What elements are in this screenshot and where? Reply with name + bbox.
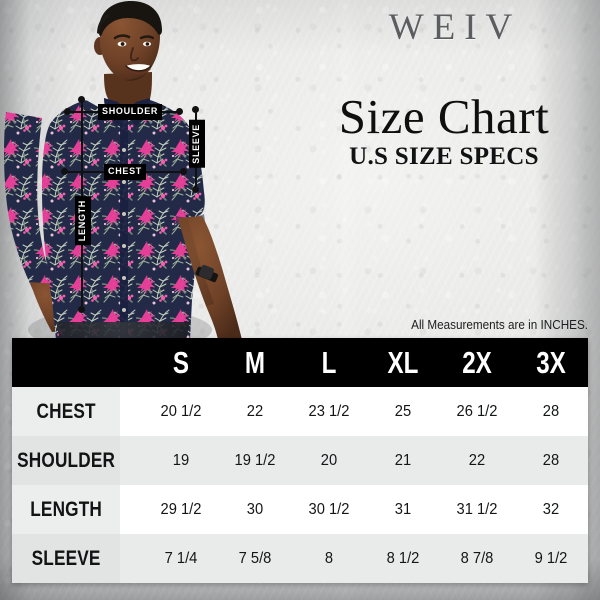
header-cell-m: M bbox=[244, 344, 266, 380]
cell-shoulder-l: 20 bbox=[320, 451, 338, 469]
sleeve-label: SLEEVE bbox=[189, 120, 205, 168]
cell-length-l: 30 1/2 bbox=[308, 500, 350, 518]
cell-sleeve-s: 7 1/4 bbox=[164, 549, 198, 567]
cell-shoulder-m: 19 1/2 bbox=[234, 451, 276, 469]
cell-sleeve-3x: 9 1/2 bbox=[534, 549, 568, 567]
row-label-chest: CHEST bbox=[12, 387, 121, 436]
page-title: Size Chart bbox=[338, 89, 550, 144]
cell-chest-xl: 25 bbox=[394, 402, 412, 420]
cell-sleeve-m: 7 5/8 bbox=[238, 549, 272, 567]
table-row: LENGTH 29 1/2 30 30 1/2 31 31 1/2 32 bbox=[12, 485, 588, 534]
cell-sleeve-xl: 8 1/2 bbox=[386, 549, 420, 567]
table-row: SLEEVE 7 1/4 7 5/8 8 8 1/2 8 7/8 9 1/2 bbox=[12, 534, 588, 583]
model-photo: SHOULDER CHEST SLEEVE LENGTH bbox=[0, 0, 245, 340]
shoulder-marker-right bbox=[176, 108, 183, 115]
table-header-row: S M L XL 2X 3X bbox=[12, 338, 588, 387]
length-label: LENGTH bbox=[75, 196, 91, 246]
chest-marker-right bbox=[180, 168, 187, 175]
table-row: SHOULDER 19 19 1/2 20 21 22 28 bbox=[12, 436, 588, 485]
cell-shoulder-2x: 22 bbox=[468, 451, 486, 469]
table-row: CHEST 20 1/2 22 23 1/2 25 26 1/2 28 bbox=[12, 387, 588, 436]
shoulder-label: SHOULDER bbox=[98, 104, 163, 120]
header-cell-2x: 2X bbox=[462, 344, 492, 380]
row-label-length: LENGTH bbox=[12, 485, 121, 534]
page-subtitle: U.S SIZE SPECS bbox=[349, 143, 539, 170]
cell-chest-l: 23 1/2 bbox=[308, 402, 350, 420]
cell-shoulder-3x: 28 bbox=[542, 451, 560, 469]
header-cell-s: S bbox=[172, 344, 190, 380]
size-chart-table: S M L XL 2X 3X CHEST 20 1/2 22 23 1/2 25… bbox=[12, 338, 588, 583]
cell-length-s: 29 1/2 bbox=[160, 500, 202, 518]
cell-chest-s: 20 1/2 bbox=[160, 402, 202, 420]
cell-length-2x: 31 1/2 bbox=[456, 500, 498, 518]
header-cell-3x: 3X bbox=[536, 344, 566, 380]
brand-logo: WEIV bbox=[388, 7, 522, 48]
header-cell-rowlabel bbox=[26, 338, 130, 387]
cell-shoulder-xl: 21 bbox=[394, 451, 412, 469]
header-cell-xl: XL bbox=[387, 344, 419, 380]
cell-length-3x: 32 bbox=[542, 500, 560, 518]
cell-shoulder-s: 19 bbox=[172, 451, 190, 469]
length-marker-bottom bbox=[78, 306, 85, 313]
cell-length-m: 30 bbox=[246, 500, 264, 518]
cell-chest-3x: 28 bbox=[542, 402, 560, 420]
table-body: CHEST 20 1/2 22 23 1/2 25 26 1/2 28 SHOU… bbox=[12, 387, 588, 583]
sleeve-marker-bottom bbox=[192, 186, 199, 193]
cell-length-xl: 31 bbox=[394, 500, 412, 518]
header-cell-l: L bbox=[321, 344, 337, 380]
table-header: S M L XL 2X 3X bbox=[12, 338, 588, 387]
cell-chest-m: 22 bbox=[246, 402, 264, 420]
cell-sleeve-l: 8 bbox=[324, 549, 334, 567]
chest-label: CHEST bbox=[104, 164, 147, 180]
row-label-sleeve: SLEEVE bbox=[12, 534, 121, 583]
units-note: All Measurements are in INCHES. bbox=[411, 317, 588, 332]
row-label-shoulder: SHOULDER bbox=[12, 436, 121, 485]
cell-sleeve-2x: 8 7/8 bbox=[460, 549, 494, 567]
cell-chest-2x: 26 1/2 bbox=[456, 402, 498, 420]
